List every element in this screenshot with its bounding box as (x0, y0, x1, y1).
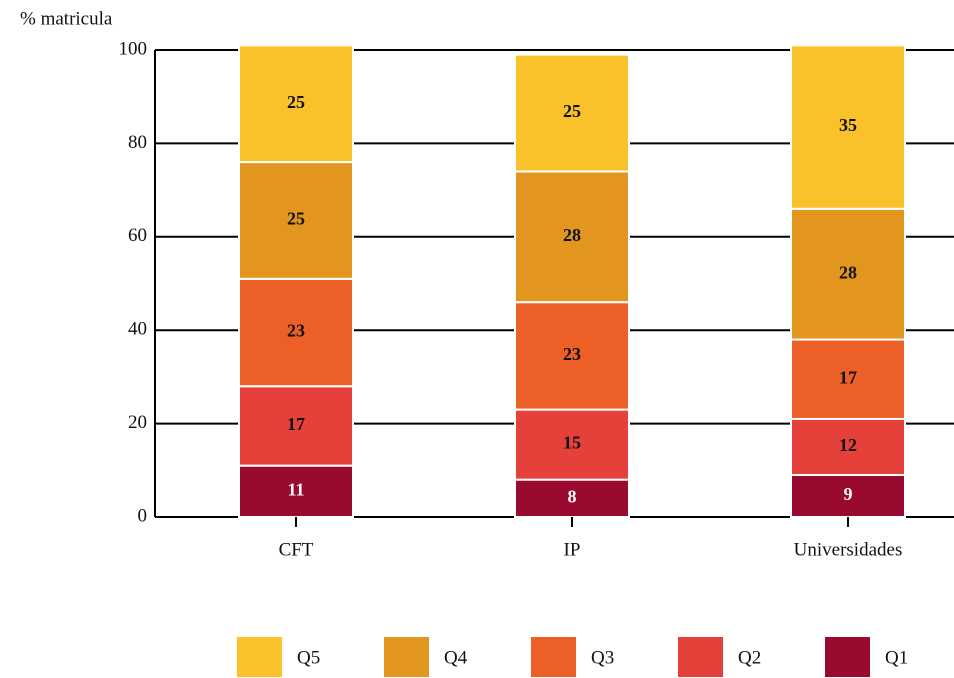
legend-label: Q3 (591, 647, 614, 668)
bar-segment (238, 277, 354, 388)
segment-label: 23 (563, 344, 581, 364)
segment-label: 11 (287, 479, 304, 499)
legend-label: Q5 (297, 647, 320, 668)
segment-label: 28 (563, 225, 581, 245)
segment-label: 17 (839, 367, 857, 387)
y-tick-label: 0 (138, 505, 148, 526)
legend-swatch (825, 637, 870, 677)
x-tick-label: Universidades (794, 539, 903, 560)
y-tick-label: 60 (128, 225, 147, 246)
bar-segment (790, 207, 906, 341)
bar-segment (238, 44, 354, 164)
legend-swatch (237, 637, 282, 677)
segment-label: 25 (563, 101, 581, 121)
bar-segment (514, 53, 630, 173)
legend-label: Q4 (444, 647, 468, 668)
legend-swatch (678, 637, 723, 677)
segment-label: 25 (287, 209, 305, 229)
bar-segment (514, 170, 630, 304)
segment-label: 23 (287, 321, 305, 341)
segment-label: 28 (839, 262, 857, 282)
x-tick-label: CFT (279, 539, 314, 560)
segment-label: 17 (287, 414, 305, 434)
segment-label: 25 (287, 92, 305, 112)
bar-segment (514, 301, 630, 411)
y-tick-label: 40 (128, 319, 147, 340)
legend-label: Q1 (885, 647, 908, 668)
bar-segment (790, 44, 906, 210)
y-axis-label: % matricula (20, 8, 113, 29)
segment-label: 12 (839, 435, 857, 455)
legend-swatch (384, 637, 429, 677)
segment-label: 8 (568, 486, 577, 506)
segment-label: 35 (839, 115, 857, 135)
x-tick-label: IP (564, 539, 581, 560)
y-tick-label: 80 (128, 132, 147, 153)
bar-segment (790, 417, 906, 476)
segment-label: 15 (563, 433, 581, 453)
y-tick-label: 100 (119, 38, 148, 59)
legend-swatch (531, 637, 576, 677)
bar-segment (238, 385, 354, 467)
bar-segment (238, 161, 354, 280)
y-tick-label: 20 (128, 412, 147, 433)
segment-label: 9 (844, 484, 853, 504)
legend-label: Q2 (738, 647, 761, 668)
